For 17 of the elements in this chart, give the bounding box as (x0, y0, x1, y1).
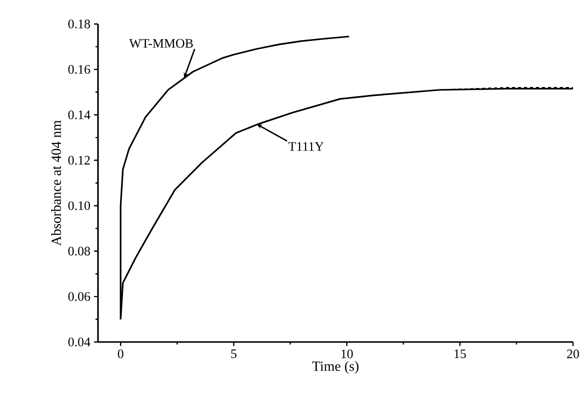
y-tick-label: 0.06 (68, 292, 90, 301)
x-tick-label: 20 (567, 350, 579, 358)
annotation: T111Y (288, 142, 324, 151)
x-axis-title: Time (s) (312, 361, 358, 374)
x-tick-label: 10 (341, 350, 353, 358)
x-tick-label: 15 (454, 350, 466, 358)
y-tick-label: 0.08 (68, 246, 90, 256)
y-tick-label: 0.10 (68, 201, 90, 210)
y-axis-title: Absorbance at 404 nm (51, 120, 61, 246)
y-tick-label: 0.16 (68, 65, 90, 74)
y-tick-label: 0.12 (68, 156, 90, 165)
y-tick-label: 0.04 (68, 338, 90, 346)
x-tick-label: 5 (231, 350, 236, 358)
y-tick-label: 0.14 (68, 110, 90, 120)
annotation: WT-MMOB (129, 39, 193, 48)
y-tick-label: 0.18 (68, 20, 90, 28)
x-tick-label: 0 (118, 350, 124, 358)
